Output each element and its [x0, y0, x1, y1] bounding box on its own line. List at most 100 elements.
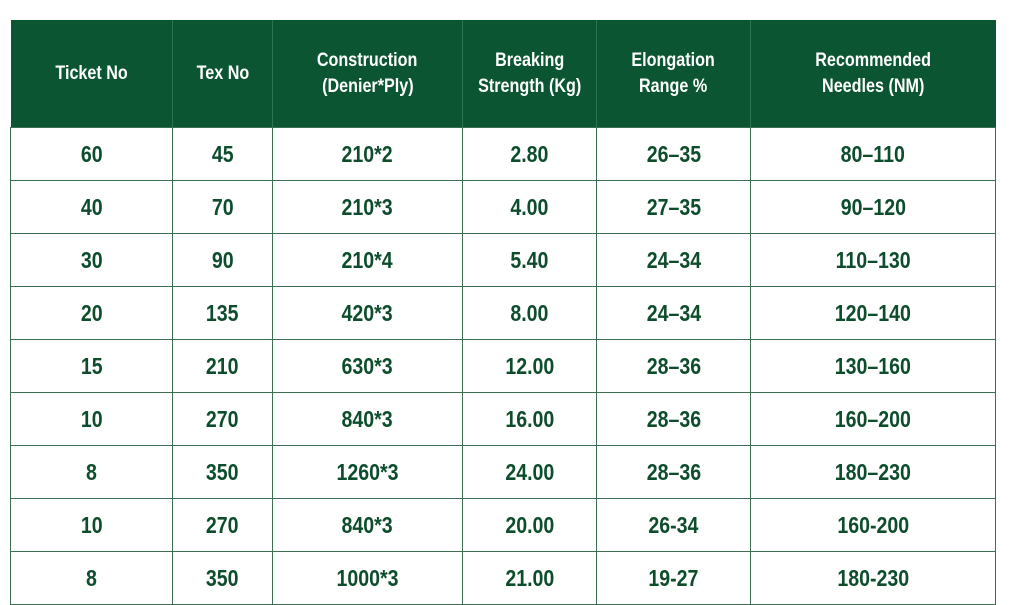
table-row: 15 210 630*3 12.00 28–36 130–160 [10, 339, 996, 393]
table-cell: 840*3 [272, 498, 463, 552]
table-row: 8 350 1260*3 24.00 28–36 180–230 [10, 445, 996, 499]
cell-text: 26-34 [648, 511, 699, 538]
table-row: 20 135 420*3 8.00 24–34 120–140 [10, 286, 996, 340]
cell-text: 70 [211, 193, 234, 220]
header-text: Range % [639, 75, 708, 97]
table-cell: 28–36 [596, 392, 751, 446]
cell-text: 110–130 [835, 246, 911, 273]
table-cell: 70 [172, 180, 273, 234]
cell-text: 60 [80, 140, 103, 167]
cell-text: 630*3 [341, 352, 394, 379]
cell-text: 28–36 [646, 352, 701, 379]
table-cell: 8 [10, 445, 173, 499]
cell-text: 8.00 [510, 299, 549, 326]
table-cell: 840*3 [272, 392, 463, 446]
table-cell: 5.40 [462, 233, 597, 287]
cell-text: 210*2 [341, 140, 394, 167]
table-cell: 2.80 [462, 127, 597, 181]
table-cell: 20.00 [462, 498, 597, 552]
cell-text: 10 [80, 511, 103, 538]
table-cell: 110–130 [750, 233, 996, 287]
table-row: 40 70 210*3 4.00 27–35 90–120 [10, 180, 996, 234]
table-cell: 16.00 [462, 392, 597, 446]
header-text: Recommended [815, 49, 932, 71]
table-cell: 26–35 [596, 127, 751, 181]
table-cell: 180-230 [750, 551, 996, 605]
cell-text: 130–160 [834, 352, 912, 379]
header-text: Construction [317, 49, 418, 71]
cell-text: 30 [80, 246, 103, 273]
table-row: 60 45 210*2 2.80 26–35 80–110 [10, 127, 996, 181]
table-cell: 90–120 [750, 180, 996, 234]
cell-text: 350 [206, 564, 239, 591]
table-cell: 8.00 [462, 286, 597, 340]
header-cell: Ticket No [10, 20, 173, 128]
table-cell: 45 [172, 127, 273, 181]
table-cell: 210*3 [272, 180, 463, 234]
table-cell: 28–36 [596, 339, 751, 393]
table-cell: 26-34 [596, 498, 751, 552]
table-container: Ticket No Tex No Construction (Denier*Ply) B… [10, 20, 996, 605]
cell-text: 40 [80, 193, 103, 220]
table-cell: 21.00 [462, 551, 597, 605]
cell-text: 1000*3 [336, 564, 399, 591]
header-cell: Elongation Range % [596, 20, 751, 128]
table-cell: 28–36 [596, 445, 751, 499]
header-cell: Recommended Needles (NM) [750, 20, 996, 128]
header-text: Strength (Kg) [477, 75, 582, 97]
table-cell: 10 [10, 498, 173, 552]
cell-text: 420*3 [341, 299, 394, 326]
header-cell: Tex No [172, 20, 273, 128]
table-cell: 15 [10, 339, 173, 393]
table-cell: 4.00 [462, 180, 597, 234]
table-row: 10 270 840*3 20.00 26-34 160-200 [10, 498, 996, 552]
table-cell: 19-27 [596, 551, 751, 605]
header-cell: Breaking Strength (Kg) [462, 20, 597, 128]
cell-text: 24–34 [646, 299, 701, 326]
table-cell: 30 [10, 233, 173, 287]
cell-text: 24–34 [646, 246, 701, 273]
header-text: (Denier*Ply) [321, 75, 414, 97]
table-cell: 135 [172, 286, 273, 340]
cell-text: 8 [86, 564, 97, 591]
table-body: 60 45 210*2 2.80 26–35 80–110 40 70 210*3 4.00 27–… [10, 127, 996, 605]
table-cell: 270 [172, 498, 273, 552]
table-cell: 350 [172, 551, 273, 605]
cell-text: 12.00 [505, 352, 554, 379]
cell-text: 45 [211, 140, 234, 167]
cell-text: 270 [206, 511, 239, 538]
cell-text: 24.00 [505, 458, 554, 485]
cell-text: 210 [206, 352, 239, 379]
table-cell: 130–160 [750, 339, 996, 393]
cell-text: 270 [206, 405, 239, 432]
cell-text: 840*3 [341, 405, 394, 432]
cell-text: 8 [86, 458, 97, 485]
table-cell: 40 [10, 180, 173, 234]
table-cell: 27–35 [596, 180, 751, 234]
cell-text: 28–36 [646, 405, 701, 432]
cell-text: 210*3 [341, 193, 394, 220]
cell-text: 21.00 [505, 564, 554, 591]
cell-text: 2.80 [510, 140, 549, 167]
cell-text: 90–120 [840, 193, 906, 220]
table-cell: 160–200 [750, 392, 996, 446]
cell-text: 20.00 [505, 511, 554, 538]
cell-text: 135 [206, 299, 239, 326]
cell-text: 80–110 [840, 140, 906, 167]
table-cell: 80–110 [750, 127, 996, 181]
table-cell: 420*3 [272, 286, 463, 340]
header-row: Ticket No Tex No Construction (Denier*Ply) B… [10, 20, 996, 128]
thread-spec-table: Ticket No Tex No Construction (Denier*Ply) B… [10, 20, 996, 605]
table-cell: 180–230 [750, 445, 996, 499]
cell-text: 28–36 [646, 458, 701, 485]
table-cell: 210*4 [272, 233, 463, 287]
cell-text: 160-200 [837, 511, 909, 538]
header-text: Elongation [631, 49, 716, 71]
table-cell: 350 [172, 445, 273, 499]
header-text: Breaking [494, 49, 565, 71]
table-cell: 10 [10, 392, 173, 446]
table-cell: 160-200 [750, 498, 996, 552]
table-row: 10 270 840*3 16.00 28–36 160–200 [10, 392, 996, 446]
cell-text: 27–35 [646, 193, 701, 220]
cell-text: 210*4 [341, 246, 394, 273]
